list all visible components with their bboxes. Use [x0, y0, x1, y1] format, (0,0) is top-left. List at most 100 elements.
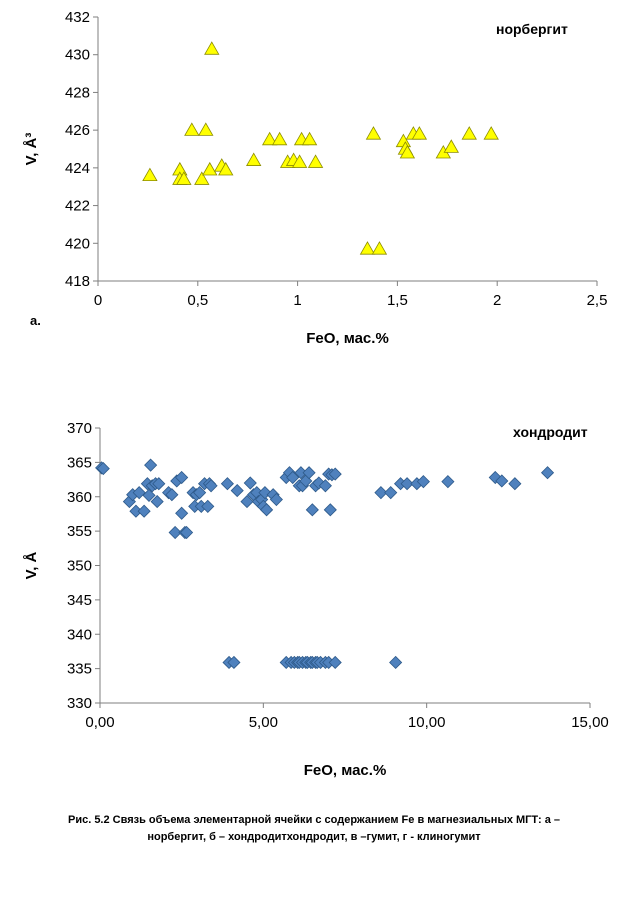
data-point-diamond: [152, 477, 166, 491]
chondrodite-chart: 330 335 340 345 350 355 360 365 370 0,00 5,00 10,00…: [0, 410, 628, 795]
data-point-triangle: [176, 171, 192, 185]
x-tick-label: 0,5: [187, 292, 208, 309]
data-point-diamond: [230, 483, 244, 498]
data-point-triangle: [411, 126, 428, 140]
data-point-diamond: [240, 494, 254, 509]
y-tick-label: 426: [65, 122, 90, 139]
data-point-triangle: [483, 126, 499, 140]
norbergite-chart: 418 420 422 424 426 428 430 432 0 0,5 1 1,5 2 2,5 FeO,…: [0, 0, 628, 360]
x-tick-label: 5,00: [249, 714, 278, 731]
data-point-triangle: [291, 154, 308, 168]
data-point-diamond: [96, 461, 110, 476]
data-point-diamond: [495, 474, 509, 488]
y-tick-label: 330: [67, 695, 92, 712]
x-tick-label: 15,00: [571, 714, 609, 731]
data-point-triangle: [365, 126, 382, 140]
data-point-diamond: [165, 488, 179, 502]
data-point-triangle: [307, 154, 324, 168]
x-tick-label: 2: [493, 292, 501, 309]
caption-line-1: Рис. 5.2 Связь объема элементарной ячейк…: [67, 814, 561, 826]
y-tick-label: 430: [65, 47, 90, 64]
panel-a-label: a.: [30, 313, 41, 328]
y-tick-label: 350: [67, 558, 92, 575]
x-tick-label: 0: [94, 292, 102, 309]
figure-caption: Рис. 5.2 Связь объема элементарной ячейк…: [20, 812, 608, 846]
data-point-triangle: [359, 241, 376, 255]
data-point-triangle: [202, 161, 218, 176]
data-point-diamond: [243, 476, 257, 490]
data-point-diamond: [180, 525, 194, 540]
y-tick-label: 432: [65, 9, 90, 26]
data-point-triangle: [399, 144, 416, 159]
data-point-diamond: [302, 466, 316, 480]
data-point-triangle: [271, 131, 288, 146]
y-tick-label: 340: [67, 626, 92, 643]
x-tick-label: 1,5: [387, 292, 408, 309]
data-point-diamond: [286, 470, 300, 485]
data-point-diamond: [269, 492, 283, 507]
data-point-diamond: [441, 475, 455, 489]
y-tick-label: 424: [65, 160, 90, 177]
series-label: хондродит: [513, 424, 588, 440]
data-point-triangle: [461, 126, 477, 140]
data-point-triangle: [371, 241, 388, 255]
x-tick-label: 10,00: [408, 714, 446, 731]
data-point-diamond: [150, 494, 164, 509]
data-point-diamond: [328, 655, 342, 670]
data-point-diamond: [204, 479, 218, 493]
data-point-diamond: [132, 486, 146, 500]
y-axis-title: V, Å³: [23, 133, 40, 166]
norbergite-chart-svg: 418 420 422 424 426 428 430 432 0 0,5 1 1,5 2 2,5 FeO,…: [23, 9, 608, 347]
data-point-triangle: [204, 41, 220, 55]
data-point-triangle: [142, 167, 158, 182]
y-tick-label: 365: [67, 454, 92, 471]
x-tick-label: 1: [293, 292, 301, 309]
data-point-diamond: [201, 499, 215, 513]
y-tick-label: 335: [67, 661, 92, 678]
data-point-diamond: [142, 488, 156, 502]
data-point-diamond: [540, 466, 555, 480]
data-point-diamond: [175, 506, 189, 520]
data-point-triangle: [261, 131, 278, 146]
data-point-diamond: [318, 479, 332, 493]
y-tick-label: 422: [65, 198, 90, 215]
data-point-triangle: [218, 161, 234, 176]
y-tick-label: 360: [67, 489, 92, 506]
data-point-triangle: [194, 171, 210, 185]
y-tick-label: 355: [67, 523, 92, 540]
data-point-triangle: [301, 131, 318, 146]
data-point-diamond: [374, 486, 388, 500]
data-point-diamond: [305, 503, 319, 517]
data-point-triangle: [198, 122, 214, 136]
series-label: норбергит: [496, 21, 568, 37]
x-axis-title: FeO, мас.%: [306, 330, 389, 347]
y-tick-label: 345: [67, 592, 92, 609]
y-tick-label: 428: [65, 84, 90, 101]
data-point-diamond: [220, 477, 234, 491]
y-tick-label: 370: [67, 420, 92, 437]
y-tick-label: 420: [65, 235, 90, 252]
data-point-diamond: [193, 486, 207, 500]
data-point-diamond: [416, 475, 430, 489]
chondrodite-chart-svg: 330 335 340 345 350 355 360 365 370 0,00 5,00 10,00…: [23, 420, 609, 779]
y-axis-title: V, Å: [23, 551, 40, 579]
data-point-diamond: [137, 504, 151, 518]
x-tick-label: 2,5: [587, 292, 608, 309]
data-point-diamond: [175, 470, 189, 485]
y-tick-label: 418: [65, 273, 90, 290]
x-axis-title: FeO, мас.%: [304, 762, 387, 779]
data-point-diamond: [400, 477, 414, 491]
data-point-diamond: [144, 458, 158, 472]
data-point-diamond: [508, 477, 522, 491]
data-point-diamond: [227, 655, 241, 670]
data-point-diamond: [260, 503, 274, 517]
data-point-triangle: [184, 122, 200, 136]
data-point-diamond: [384, 486, 398, 500]
data-point-diamond: [389, 655, 403, 670]
data-point-diamond: [328, 467, 342, 481]
data-point-diamond: [168, 525, 182, 540]
x-tick-label: 0,00: [85, 714, 114, 731]
data-point-diamond: [323, 503, 337, 517]
caption-line-2: норбергит, б – хондродитхондродит, в –гу…: [147, 831, 481, 843]
data-point-triangle: [443, 139, 459, 153]
